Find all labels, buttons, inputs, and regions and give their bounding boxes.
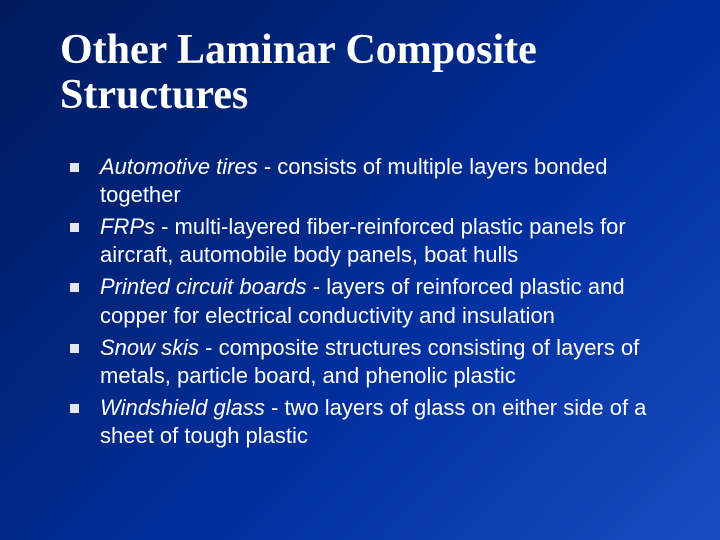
term: Snow skis [100,335,199,360]
term: FRPs [100,214,155,239]
list-item: Automotive tires - consists of multiple … [64,153,680,209]
list-item: Windshield glass - two layers of glass o… [64,394,680,450]
list-item: Printed circuit boards - layers of reinf… [64,273,680,329]
slide: Other Laminar Composite Structures Autom… [0,0,720,540]
definition: - multi‑layered fiber‑reinforced plastic… [100,214,626,267]
slide-title: Other Laminar Composite Structures [60,28,680,119]
term: Printed circuit boards [100,274,307,299]
list-item: Snow skis - composite structures consist… [64,334,680,390]
term: Windshield glass [100,395,265,420]
bullet-list: Automotive tires - consists of multiple … [64,153,680,451]
term: Automotive tires [100,154,258,179]
list-item: FRPs - multi‑layered fiber‑reinforced pl… [64,213,680,269]
